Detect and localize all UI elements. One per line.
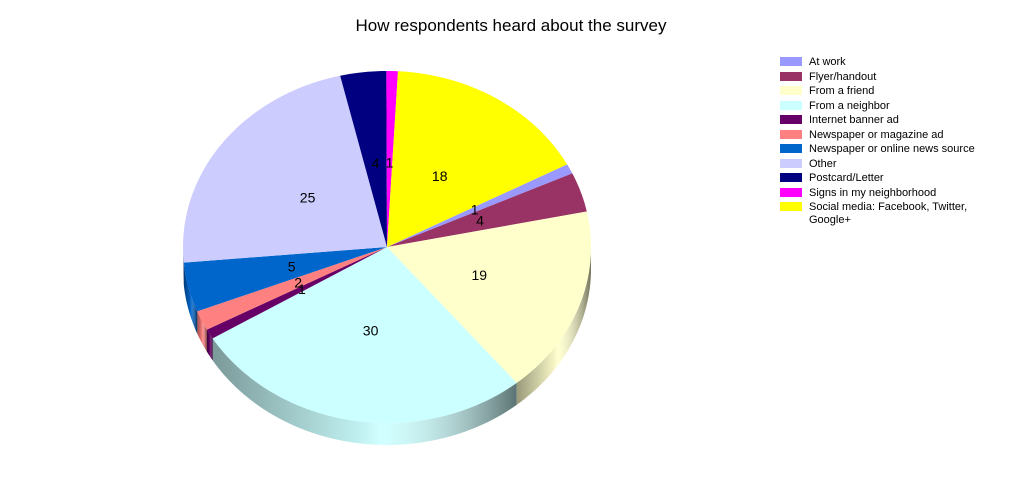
pie-slice-internet-banner-ad [206, 247, 387, 339]
pie-sides [183, 247, 591, 445]
pie-slices [183, 71, 591, 423]
legend-swatch-social-media-facebook-twitter-google [780, 202, 802, 211]
data-label-newspaper-or-online-news-source: 5 [288, 258, 296, 274]
data-label-from-a-friend: 19 [472, 267, 488, 283]
legend-item-social-media-facebook-twitter-google: Social media: Facebook, Twitter, Google+ [780, 201, 1010, 226]
pie-slice-signs-in-my-neighborhood [386, 71, 398, 247]
legend-swatch-at-work [780, 57, 802, 66]
legend-label-at-work: At work [809, 56, 846, 68]
legend-item-flyer-handout: Flyer/handout [780, 71, 1010, 84]
pie-slice-at-work [387, 164, 573, 247]
legend-label-newspaper-or-online-news-source: Newspaper or online news source [809, 143, 975, 155]
pie-slice-flyer-handout [387, 173, 587, 247]
pie-slice-from-a-neighbor [212, 247, 517, 423]
legend-item-signs-in-my-neighborhood: Signs in my neighborhood [780, 187, 1010, 200]
data-label-other: 25 [300, 190, 316, 206]
legend-item-from-a-neighbor: From a neighbor [780, 100, 1010, 113]
pie-slice-social-media-facebook-twitter-google [387, 71, 568, 247]
legend-item-at-work: At work [780, 56, 1010, 69]
legend-swatch-newspaper-or-magazine-ad [780, 129, 802, 139]
data-label-at-work: 1 [471, 202, 479, 218]
pie-side-shade-internet-banner-ad [206, 329, 213, 361]
pie-slice-newspaper-or-online-news-source [183, 247, 387, 312]
legend-swatch-from-a-friend [780, 86, 802, 95]
pie-slice-other [183, 75, 387, 263]
chart-legend: At work Flyer/handout From a friend From a … [780, 56, 1010, 228]
legend-item-from-a-friend: From a friend [780, 85, 1010, 98]
legend-swatch-from-a-neighbor [780, 100, 802, 110]
legend-label-internet-banner-ad: Internet banner ad [809, 114, 899, 126]
legend-label-postcard-letter: Postcard/Letter [809, 172, 884, 184]
pie-side-shade-newspaper-or-magazine-ad [197, 311, 207, 352]
legend-swatch-other [780, 158, 802, 168]
legend-label-flyer-handout: Flyer/handout [809, 70, 877, 83]
pie-slice-postcard-letter [340, 71, 387, 247]
data-label-newspaper-or-magazine-ad: 2 [294, 274, 302, 290]
legend-item-newspaper-or-online-news-source: Newspaper or online news source [780, 143, 1010, 156]
pie-side-shade-newspaper-or-online-news-source [183, 262, 198, 334]
legend-item-newspaper-or-magazine-ad: Newspaper or magazine ad [780, 129, 1010, 142]
data-label-social-media-facebook-twitter-google: 18 [432, 168, 448, 184]
data-label-signs-in-my-neighborhood: 1 [386, 155, 394, 171]
legend-item-other: Other [780, 158, 1010, 171]
data-label-from-a-neighbor: 30 [363, 322, 379, 338]
pie-side-shade-from-a-friend [516, 247, 591, 405]
legend-item-postcard-letter: Postcard/Letter [780, 172, 1010, 185]
legend-label-signs-in-my-neighborhood: Signs in my neighborhood [809, 186, 937, 199]
legend-swatch-signs-in-my-neighborhood [780, 187, 802, 197]
pie-side-shade-from-a-neighbor [212, 338, 517, 445]
legend-item-internet-banner-ad: Internet banner ad [780, 114, 1010, 127]
legend-label-from-a-neighbor: From a neighbor [809, 99, 890, 112]
legend-label-other: Other [809, 157, 837, 170]
data-label-internet-banner-ad: 1 [298, 281, 306, 297]
pie-slice-newspaper-or-magazine-ad [197, 247, 387, 330]
pie-slice-from-a-friend [387, 211, 591, 383]
legend-swatch-flyer-handout [780, 71, 802, 81]
pie-side-shade-other [183, 247, 184, 285]
legend-swatch-internet-banner-ad [780, 115, 802, 124]
chart-title: How respondents heard about the survey [356, 16, 667, 35]
legend-swatch-newspaper-or-online-news-source [780, 144, 802, 153]
legend-label-from-a-friend: From a friend [809, 85, 875, 97]
legend-label-social-media-facebook-twitter-google: Social media: Facebook, Twitter, Google+ [809, 201, 968, 226]
legend-label-newspaper-or-magazine-ad: Newspaper or magazine ad [809, 128, 944, 141]
data-label-flyer-handout: 4 [476, 213, 484, 229]
data-label-postcard-letter: 4 [372, 155, 380, 171]
legend-swatch-postcard-letter [780, 173, 802, 182]
